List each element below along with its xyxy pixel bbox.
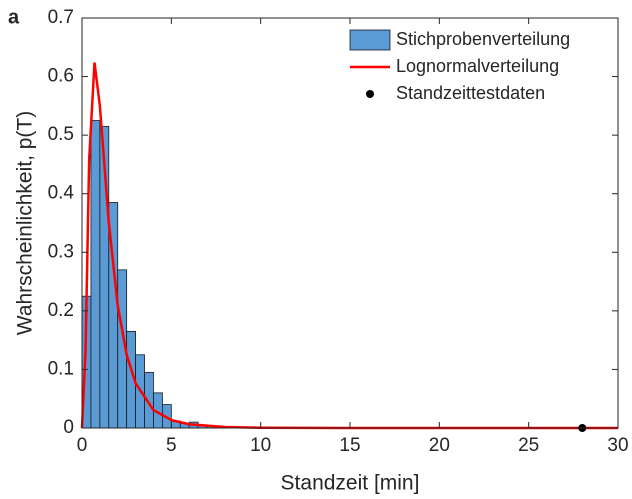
legend-label: Lognormalverteilung xyxy=(396,56,559,76)
x-tick-label: 10 xyxy=(250,435,271,456)
x-tick-label: 30 xyxy=(607,435,628,456)
y-tick-label: 0.7 xyxy=(48,7,74,28)
y-tick-label: 0.3 xyxy=(48,241,74,262)
x-tick-label: 5 xyxy=(166,435,177,456)
x-axis-label: Standzeit [min] xyxy=(281,472,420,495)
histogram-bar xyxy=(90,120,101,429)
y-tick-label: 0.5 xyxy=(48,124,74,145)
x-tick-label: 0 xyxy=(77,435,88,456)
y-tick-label: 0 xyxy=(63,417,74,438)
y-tick-label: 0.4 xyxy=(48,183,75,204)
y-axis-label: Wahrscheinlichkeit, p(T) xyxy=(14,111,37,335)
y-tick-label: 0.6 xyxy=(48,66,74,87)
legend-label: Stichprobenverteilung xyxy=(396,29,570,49)
legend-swatch xyxy=(349,29,391,51)
legend-label: Standzeittestdaten xyxy=(396,83,545,103)
legend-marker xyxy=(366,90,374,98)
y-tick-label: 0.2 xyxy=(48,300,74,321)
y-tick-label: 0.1 xyxy=(48,358,74,379)
x-tick-label: 25 xyxy=(518,435,539,456)
x-tick-label: 15 xyxy=(339,435,360,456)
x-tick-label: 20 xyxy=(429,435,450,456)
line xyxy=(80,62,619,430)
panel-label: a xyxy=(8,6,20,28)
